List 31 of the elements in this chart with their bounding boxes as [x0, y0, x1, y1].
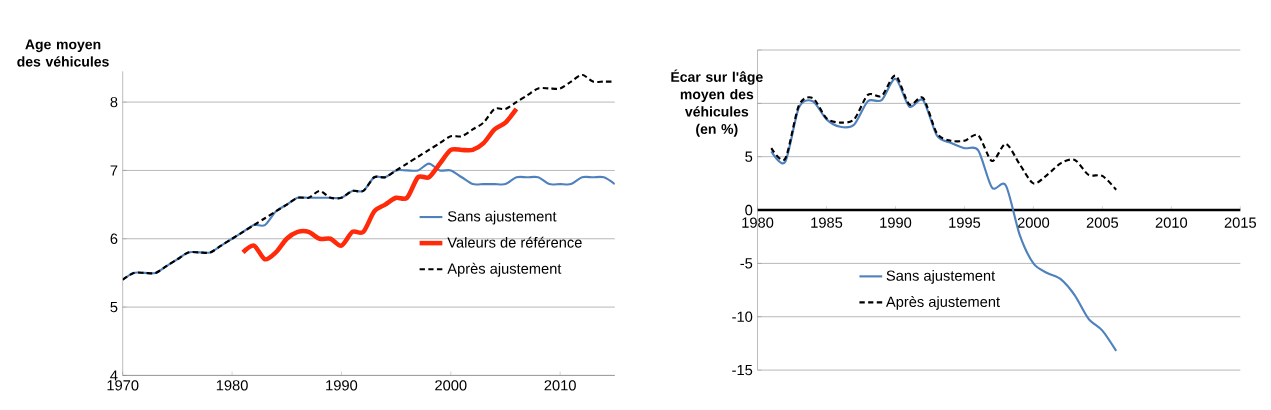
legend-label: Après ajustement [447, 262, 562, 277]
x-tick-label: 2005 [1086, 217, 1119, 228]
legend-label: Valeurs de référence [447, 236, 582, 248]
x-tick-label: 1990 [326, 380, 358, 391]
x-tick-label: 2015 [1224, 217, 1256, 228]
x-tick-label: 2000 [435, 380, 467, 391]
legend-label: Sans ajustement [447, 210, 557, 225]
x-tick-label: 1980 [742, 217, 774, 228]
y-tick-label: -15 [732, 364, 753, 376]
y-tick-label: 8 [110, 96, 118, 108]
y-tick-label: 7 [110, 165, 118, 176]
y-tick-label: -5 [740, 258, 753, 269]
x-tick-label: 1995 [949, 217, 981, 228]
y-tick-label: -10 [732, 311, 753, 322]
x-tick-label: 1970 [107, 380, 139, 391]
x-tick-label: 2000 [1017, 217, 1050, 228]
y-axis-title: Age moyen des véhicules [17, 39, 109, 67]
legend-label: Après ajustement [885, 295, 1000, 310]
y-tick-label: 5 [745, 151, 753, 162]
x-tick-label: 2010 [1155, 217, 1188, 228]
x-tick-label: 1980 [216, 380, 248, 391]
y-tick-label: 4 [110, 370, 118, 381]
x-tick-label: 1985 [811, 217, 843, 228]
y-tick-label: 0 [745, 204, 753, 216]
y-axis-title: Écar sur l'âge moyen des véhicules (en %) [671, 69, 763, 137]
x-tick-label: 2010 [544, 380, 576, 391]
y-tick-label: 5 [110, 301, 118, 313]
x-tick-label: 1990 [880, 217, 912, 228]
y-tick-label: 6 [110, 233, 118, 244]
line-series [770, 74, 1118, 191]
legend-label: Sans ajustement [886, 270, 996, 284]
